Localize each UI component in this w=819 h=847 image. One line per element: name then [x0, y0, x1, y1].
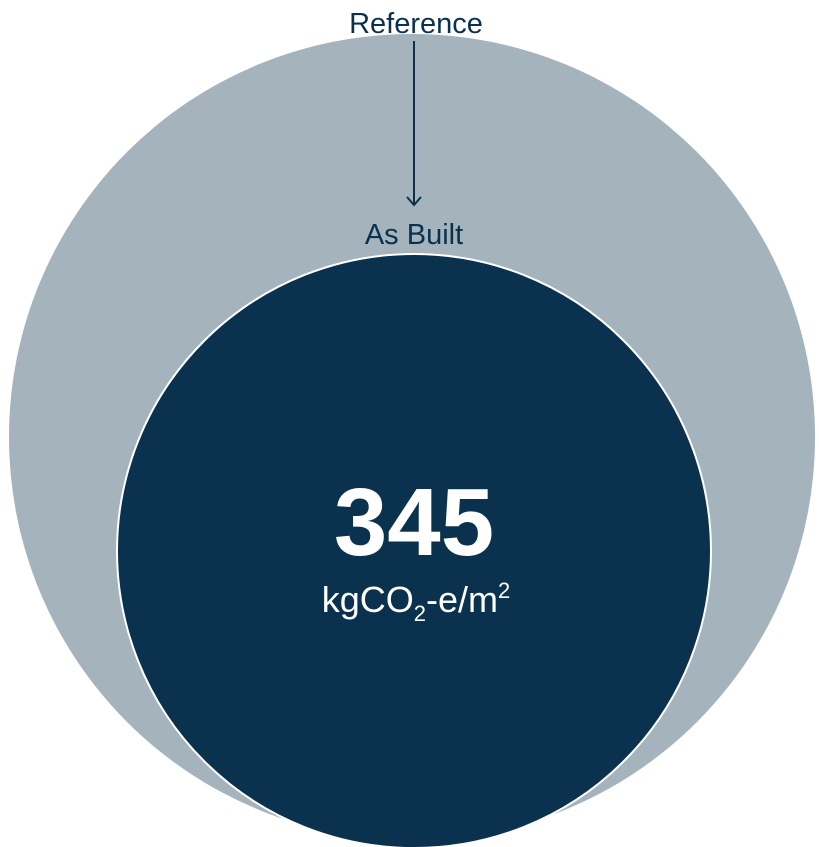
- as-built-circle: [116, 253, 712, 847]
- unit-prefix: kgCO: [322, 579, 414, 620]
- unit-superscript: 2: [498, 578, 510, 603]
- as-built-value: 345: [334, 469, 494, 576]
- unit-subscript: 2: [414, 601, 426, 626]
- as-built-unit: kgCO2-e/m2: [322, 578, 511, 626]
- arrow-head-icon: [406, 196, 422, 207]
- as-built-label: As Built: [365, 219, 463, 251]
- unit-middle: -e/m: [426, 579, 498, 620]
- reference-label: Reference: [349, 8, 483, 40]
